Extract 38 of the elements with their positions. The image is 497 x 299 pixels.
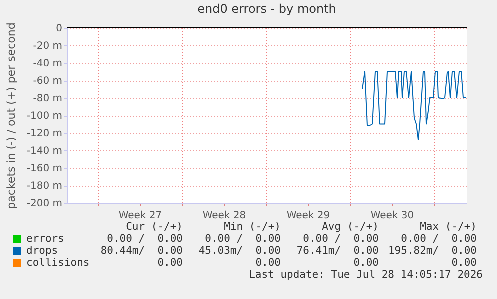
text: 0.00 <box>256 257 281 269</box>
text: 0.00 / 0.00 <box>107 233 183 245</box>
text: Cur (-/+) <box>126 221 183 233</box>
text: 45.03m/ 0.00 <box>198 245 281 257</box>
text: Min (-/+) <box>224 221 281 233</box>
y-tick-label: -100 m <box>26 111 62 122</box>
text: 195.82m/ 0.00 <box>388 245 477 257</box>
y-tick-label: 0 <box>56 24 62 34</box>
legend-label: drops <box>26 245 58 257</box>
x-tick-label: Week 27 <box>118 210 162 222</box>
y-tick-label: -60 m <box>33 76 62 87</box>
y-tick-label: -160 m <box>26 164 62 174</box>
text: 76.41m/ 0.00 <box>296 245 379 257</box>
legend-label: collisions <box>26 257 90 269</box>
x-tick-label: Week 29 <box>286 210 330 222</box>
y-tick-label: -120 m <box>26 128 62 140</box>
y-tick-label: -80 m <box>33 94 62 104</box>
text: 0.00 <box>452 257 477 269</box>
text: Max (-/+) <box>420 221 477 233</box>
x-tick-label: Week 30 <box>370 210 414 222</box>
y-tick-label: -40 m <box>33 58 62 70</box>
text: Avg (-/+) <box>322 221 379 233</box>
text: 0.00 <box>158 257 183 269</box>
line-series <box>362 71 466 140</box>
legend-label: errors <box>26 233 64 245</box>
text: 0.00 / 0.00 <box>303 233 379 245</box>
y-tick-label: -140 m <box>26 146 62 157</box>
text: 0.00 / 0.00 <box>401 233 477 245</box>
x-tick-label: Week 28 <box>202 210 246 222</box>
y-tick-label: -200 m <box>26 198 62 210</box>
chart-title: end0 errors - by month <box>198 2 336 16</box>
text: 80.44m/ 0.00 <box>100 245 183 257</box>
text: Last update: Tue Jul 28 14:05:17 2026 <box>249 269 483 281</box>
text: 0.00 / 0.00 <box>205 233 281 245</box>
y-tick-label: -20 m <box>33 41 62 52</box>
y-tick-label: -180 m <box>26 181 62 192</box>
y-axis-title: packets in (-) / out (+) per second <box>4 22 18 210</box>
text: 0.00 <box>354 257 379 269</box>
